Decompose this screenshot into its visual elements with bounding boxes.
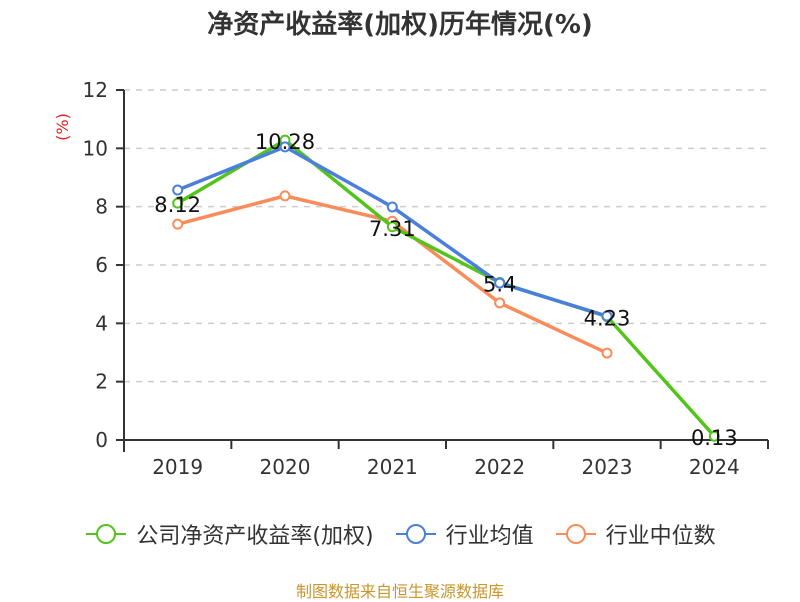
- chart-title: 净资产收益率(加权)历年情况(%): [207, 10, 593, 40]
- legend-line-circle-icon: [395, 524, 436, 544]
- data-label: 8.12: [154, 193, 201, 217]
- y-tick-label: 12: [83, 78, 108, 102]
- data-point: [279, 190, 291, 202]
- x-tick-label: 2024: [689, 455, 740, 479]
- data-point: [494, 277, 506, 289]
- legend-item-company[interactable]: 公司净资产收益率(加权): [84, 518, 374, 550]
- legend: 公司净资产收益率(加权) 行业均值 行业中位数: [0, 518, 800, 550]
- data-point: [386, 221, 398, 233]
- data-point: [601, 347, 613, 359]
- y-axis-label: (%): [53, 113, 72, 141]
- legend-label: 行业均值: [445, 524, 534, 549]
- y-tick-label: 4: [95, 311, 108, 335]
- legend-line-circle-icon: [555, 524, 596, 544]
- data-label: 5.4: [483, 273, 516, 297]
- data-point: [494, 297, 506, 309]
- legend-line-circle-icon: [86, 524, 127, 544]
- data-point: [172, 218, 184, 230]
- data-point: [279, 141, 291, 153]
- legend-label: 行业中位数: [605, 524, 716, 549]
- x-tick-label: 2021: [367, 455, 418, 479]
- data-point: [708, 430, 720, 442]
- data-label: 10.28: [255, 130, 315, 154]
- data-label: 4.23: [584, 307, 631, 331]
- y-tick-label: 10: [83, 136, 108, 160]
- y-tick-label: 6: [95, 253, 108, 277]
- data-point: [601, 310, 613, 322]
- legend-item-industry-median[interactable]: 行业中位数: [554, 518, 716, 550]
- x-tick-label: 2022: [474, 455, 525, 479]
- y-tick-label: 8: [95, 195, 108, 219]
- legend-item-industry-average[interactable]: 行业均值: [394, 518, 534, 550]
- x-tick-label: 2019: [152, 455, 203, 479]
- data-point: [386, 201, 398, 213]
- data-point: [172, 184, 184, 196]
- x-tick-label: 2023: [582, 455, 633, 479]
- x-tick-label: 2020: [260, 455, 311, 479]
- data-point: [172, 197, 184, 209]
- y-tick-label: 2: [95, 370, 108, 394]
- data-source-note: 制图数据来自恒生聚源数据库: [295, 582, 504, 601]
- legend-label: 公司净资产收益率(加权): [136, 524, 374, 549]
- y-tick-label: 0: [95, 428, 108, 452]
- series-line: [176, 138, 716, 438]
- data-label: 0.13: [691, 426, 738, 450]
- data-label: 7.31: [369, 217, 416, 241]
